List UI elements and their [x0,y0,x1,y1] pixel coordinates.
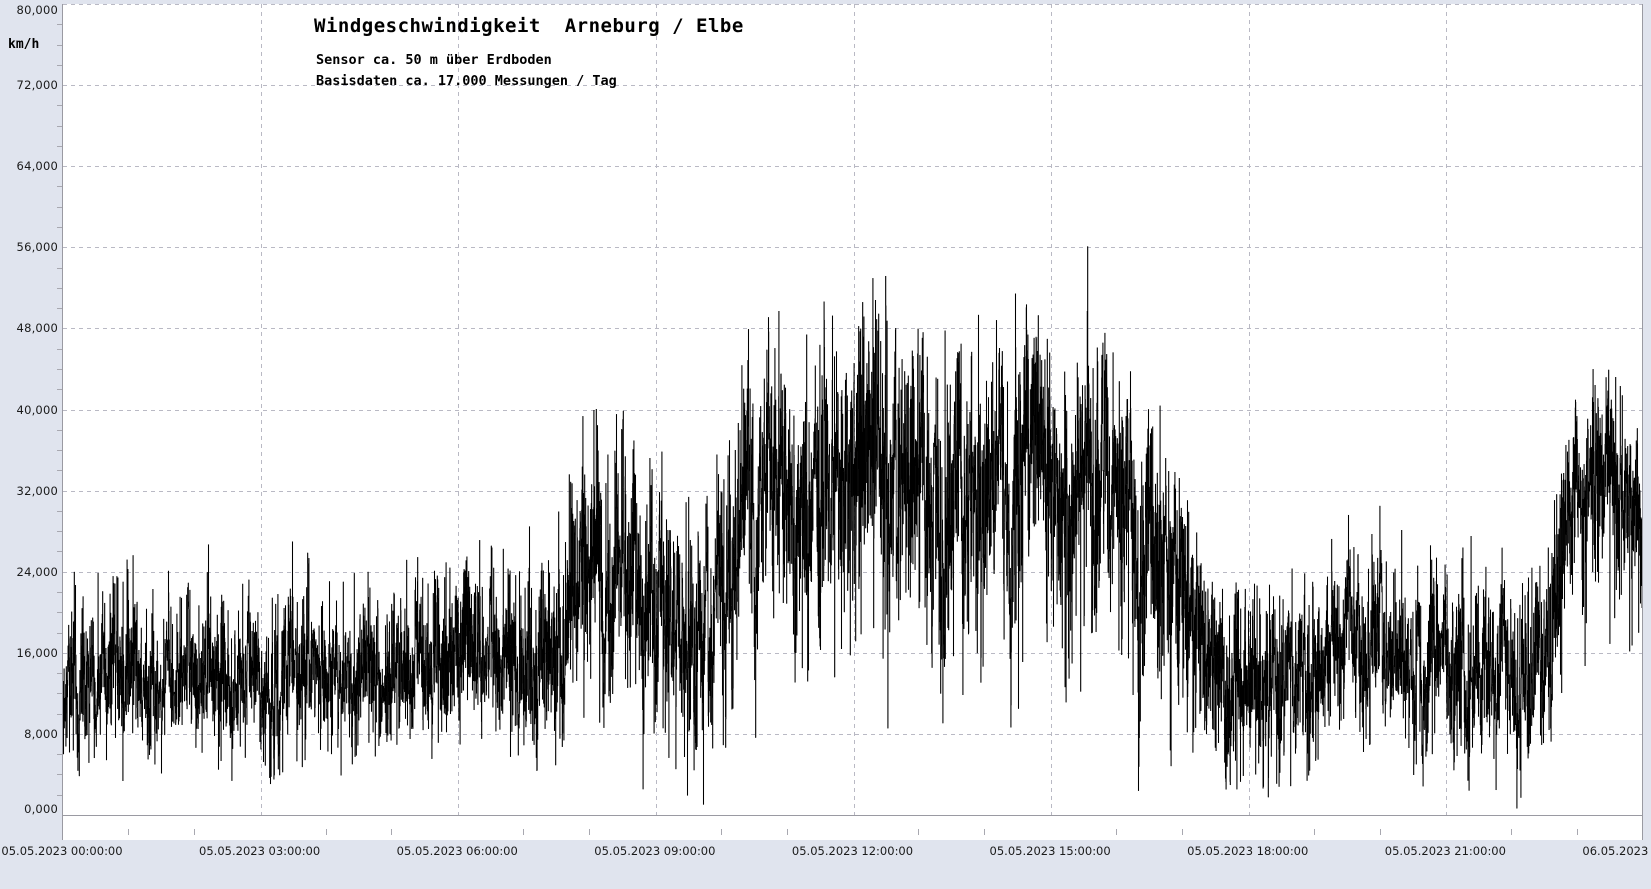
y-minor-tick [57,673,62,675]
x-axis-line [62,815,1643,816]
y-minor-tick [57,227,62,229]
plot-area [62,4,1643,815]
y-axis-unit-label: km/h [8,37,40,52]
x-tick-label: 05.05.2023 18:00:00 [1187,844,1309,858]
y-minor-tick [57,267,62,269]
x-tick-label: 06.05.2023 00:00:00 [1582,844,1651,858]
x-minor-tick [589,829,590,835]
y-minor-tick [57,450,62,452]
y-tick-label: 8,000 [24,726,58,741]
y-tick-label: 24,000 [16,564,58,579]
y-tick-label: 80,000 [16,3,58,17]
y-minor-tick [57,591,62,593]
y-minor-tick [57,44,62,46]
y-axis: 0,000 8,000 16,000 24,000 32,000 40,000 48,000… [0,0,62,819]
x-minor-tick [325,829,327,835]
x-tick-label: 05.05.2023 03:00:00 [199,844,321,858]
y-minor-tick [57,348,62,350]
x-tick-label: 05.05.2023 09:00:00 [594,844,716,858]
y-minor-tick [57,531,62,533]
y-minor-tick [57,774,62,776]
y-minor-tick [57,713,62,715]
y-minor-tick [57,551,62,553]
x-minor-tick [720,829,722,835]
y-minor-tick [57,125,62,127]
x-minor-tick [127,829,129,835]
y-minor-tick [57,612,62,614]
x-minor-tick [918,829,920,835]
x-tick-label: 05.05.2023 06:00:00 [396,844,518,858]
x-minor-tick [193,829,195,835]
y-minor-tick [57,429,62,431]
y-minor-tick [57,470,62,472]
x-minor-tick [984,829,986,835]
y-minor-tick [57,287,62,289]
x-minor-tick [786,829,788,835]
x-minor-tick [1181,829,1183,835]
y-minor-tick [57,632,62,634]
y-tick-label: 40,000 [16,402,58,417]
y-tick-label: 48,000 [16,321,58,336]
y-tick-label: 72,000 [16,78,58,93]
x-minor-tick [1379,829,1381,835]
x-tick-label: 05.05.2023 00:00:00 [1,844,123,858]
y-minor-tick [57,389,62,391]
x-axis-strip [62,816,1643,840]
x-tick-label: 05.05.2023 21:00:00 [1384,844,1506,858]
y-minor-tick [57,64,62,66]
y-minor-tick [57,510,62,512]
y-minor-tick [57,368,62,370]
y-tick-label: 16,000 [16,645,58,660]
y-minor-tick [57,693,62,695]
y-minor-tick [57,145,62,147]
x-minor-tick [1313,829,1315,835]
y-minor-tick [57,794,62,796]
y-minor-tick [57,754,62,756]
y-tick-label: 56,000 [16,240,58,255]
y-minor-tick [57,24,62,26]
y-minor-tick [57,206,62,208]
x-minor-tick [1511,829,1513,835]
x-minor-tick [523,829,525,835]
data-trace-canvas [63,4,1642,815]
x-axis: 05.05.2023 00:00:00 05.05.2023 03:00:00 05… [0,815,1651,889]
x-minor-tick [1116,829,1117,835]
y-tick-label: 32,000 [16,483,58,498]
x-minor-tick [1577,829,1579,835]
y-minor-tick [57,308,62,310]
x-tick-label: 05.05.2023 12:00:00 [791,844,914,858]
x-minor-tick [391,829,393,835]
y-tick-label: 0,000 [24,802,58,816]
y-tick-label: 64,000 [16,159,58,174]
y-minor-tick [57,105,62,107]
x-tick-label: 05.05.2023 15:00:00 [989,844,1111,858]
y-minor-tick [57,186,62,188]
